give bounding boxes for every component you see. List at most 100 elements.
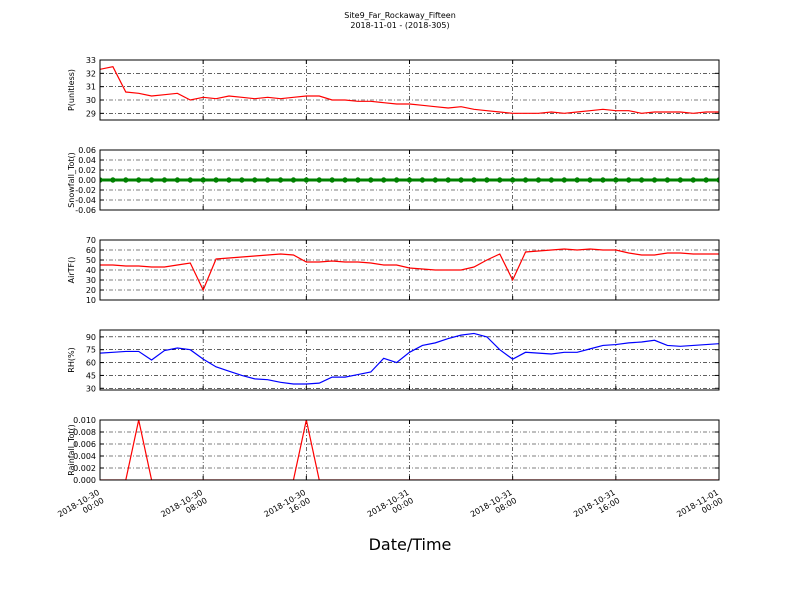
x-tick-label: 2018-10-3000:00 xyxy=(56,488,105,527)
data-point xyxy=(497,177,503,183)
data-point xyxy=(290,177,297,183)
y-tick-label: 60 xyxy=(86,246,96,255)
y-tick-label: 0.008 xyxy=(73,428,96,437)
data-point xyxy=(200,177,206,183)
data-point xyxy=(381,177,387,183)
data-point xyxy=(471,177,477,183)
data-point xyxy=(329,177,335,183)
data-line xyxy=(100,248,719,292)
y-tick-label: 70 xyxy=(86,236,96,245)
y-tick-label: 29 xyxy=(86,109,96,118)
data-point xyxy=(135,177,142,183)
y-tick-label: 0.002 xyxy=(73,464,96,473)
data-point xyxy=(303,177,310,183)
data-point xyxy=(277,177,284,183)
y-tick-label: 0.004 xyxy=(73,452,96,461)
plot-area xyxy=(100,177,719,183)
y-tick-label: 31 xyxy=(86,83,96,92)
axes-frame xyxy=(99,329,720,391)
y-axis-label: AirTF() xyxy=(67,257,76,284)
y-tick-label: 30 xyxy=(86,276,96,285)
y-tick-label: -0.02 xyxy=(75,186,96,195)
data-point xyxy=(638,177,645,183)
plot-area xyxy=(100,248,719,292)
y-axis-label: Snowfall_Tot() xyxy=(67,152,76,208)
data-point xyxy=(174,177,181,183)
y-tick-label: 30 xyxy=(86,384,96,393)
data-point xyxy=(393,177,400,183)
y-tick-label: 0.000 xyxy=(73,476,96,485)
y-tick-label: 20 xyxy=(86,286,96,295)
y-tick-label: 33 xyxy=(86,56,96,65)
y-tick-label: 45 xyxy=(86,371,96,380)
data-point xyxy=(355,177,361,183)
x-tick-label: 2018-10-3008:00 xyxy=(159,488,208,527)
y-tick-label: 0.06 xyxy=(78,146,96,155)
data-point xyxy=(509,177,516,183)
data-point xyxy=(161,177,168,183)
axes-frame xyxy=(99,59,720,121)
plot-area xyxy=(100,332,719,385)
y-tick-label: 90 xyxy=(86,333,96,342)
x-tick-label: 2018-10-3100:00 xyxy=(366,488,415,527)
y-tick-label: -0.04 xyxy=(75,196,96,205)
figure-subtitle: 2018-11-01 - (2018-305) xyxy=(350,21,449,30)
data-point xyxy=(690,177,696,183)
data-point xyxy=(264,177,271,183)
data-line xyxy=(100,65,719,114)
figure-title: Site9_Far_Rockaway_Fifteen xyxy=(344,11,456,20)
data-point xyxy=(626,177,632,183)
data-point xyxy=(316,177,322,183)
y-tick-label: 40 xyxy=(86,266,96,275)
data-point xyxy=(535,177,542,183)
data-point xyxy=(587,177,593,183)
data-point xyxy=(342,177,348,183)
x-tick-label: 2018-10-3016:00 xyxy=(263,488,312,527)
y-tick-label: 0.006 xyxy=(73,440,96,449)
y-tick-label: 0.010 xyxy=(73,416,96,425)
y-tick-label: 60 xyxy=(86,359,96,368)
data-point xyxy=(561,177,567,183)
y-tick-label: 0.04 xyxy=(78,156,96,165)
y-tick-label: -0.06 xyxy=(75,206,96,215)
axes-frame xyxy=(99,149,720,211)
axes-frame xyxy=(99,239,720,301)
y-tick-label: 0.00 xyxy=(78,176,96,185)
data-point xyxy=(664,177,671,183)
data-point xyxy=(123,177,129,183)
data-line xyxy=(100,332,719,385)
data-point xyxy=(600,177,606,183)
data-point xyxy=(432,177,438,183)
x-tick-label: 2018-10-3116:00 xyxy=(572,488,621,527)
plot-area xyxy=(100,65,719,114)
data-point xyxy=(252,177,258,183)
y-axis-label: Rainfall_Tot() xyxy=(67,424,76,476)
data-point xyxy=(148,177,155,183)
x-axis-label: Date/Time xyxy=(369,535,452,554)
data-point xyxy=(187,177,193,183)
data-point xyxy=(677,177,684,183)
x-tick-label: 2018-11-0100:00 xyxy=(675,488,724,527)
data-point xyxy=(110,177,116,183)
data-point xyxy=(406,177,413,183)
y-tick-label: 10 xyxy=(86,296,96,305)
y-axis-label: P(unitless) xyxy=(67,69,76,111)
data-point xyxy=(574,177,580,183)
y-axis-label: RH(%) xyxy=(67,347,76,372)
data-point xyxy=(703,177,709,183)
y-tick-label: 75 xyxy=(86,346,96,355)
data-point xyxy=(548,177,555,183)
data-point xyxy=(522,177,529,183)
data-point xyxy=(651,177,658,183)
data-point xyxy=(484,177,490,183)
data-point xyxy=(368,177,374,183)
data-point xyxy=(419,177,426,183)
data-point xyxy=(458,177,464,183)
axes-frame xyxy=(99,419,720,481)
data-point xyxy=(239,177,245,183)
y-tick-label: 0.02 xyxy=(78,166,96,175)
data-point xyxy=(213,177,219,183)
y-tick-label: 32 xyxy=(86,69,96,78)
